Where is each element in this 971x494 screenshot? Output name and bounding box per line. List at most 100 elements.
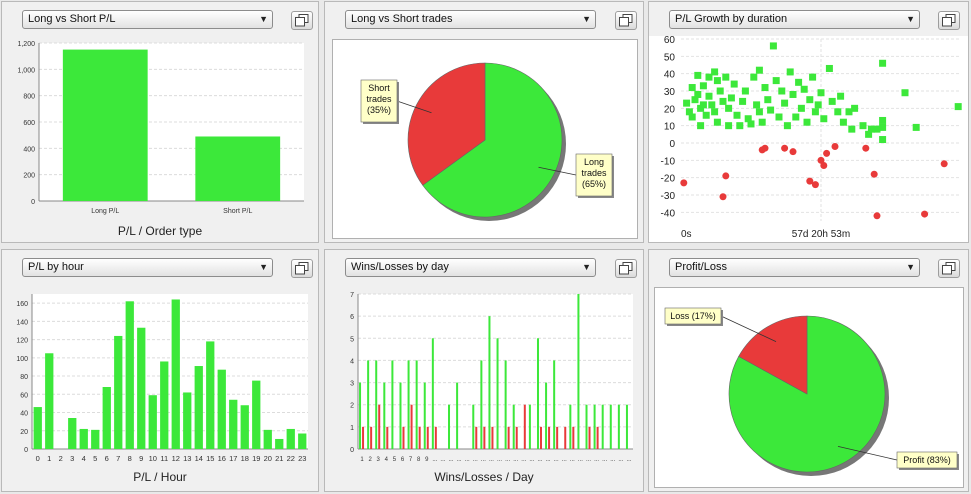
x-tick-label: ...	[497, 457, 502, 463]
win-point	[753, 101, 761, 109]
losses-bar	[410, 404, 413, 449]
x-tick-label: ...	[440, 457, 445, 463]
maximize-button[interactable]	[291, 259, 313, 278]
chart-type-select[interactable]: Wins/Losses by day ▼	[345, 258, 596, 277]
win-point	[828, 97, 836, 105]
maximize-button[interactable]	[615, 11, 637, 30]
wins-bar	[456, 382, 459, 449]
x-tick-label: 5	[93, 454, 97, 463]
x-tick-label: 7	[409, 457, 413, 463]
chart-type-select[interactable]: Long vs Short P/L ▼	[22, 10, 273, 29]
losses-bar	[434, 426, 437, 449]
losses-bar	[539, 426, 542, 449]
x-tick-label: ...	[594, 457, 599, 463]
loss-point	[680, 179, 688, 187]
chevron-down-icon: ▼	[906, 14, 915, 24]
x-tick-label: 9	[425, 457, 429, 463]
win-point	[778, 87, 786, 95]
win-point	[764, 96, 772, 104]
x-tick-label: 18	[241, 454, 249, 463]
y-tick-label: 10	[664, 122, 676, 133]
maximize-button[interactable]	[615, 259, 637, 278]
y-tick-label: 0	[31, 199, 35, 206]
losses-bar	[426, 426, 429, 449]
win-point	[688, 84, 696, 92]
x-tick-label: 1	[47, 454, 51, 463]
win-point	[733, 111, 741, 119]
win-point	[758, 118, 766, 126]
win-point	[837, 92, 845, 100]
label-leader	[720, 315, 777, 342]
x-tick-label: ...	[578, 457, 583, 463]
panel-pl-growth-by-duration: P/L Growth by duration ▼ 60 50 40 30 20 10 0 -1…	[648, 1, 969, 243]
win-point	[865, 130, 873, 138]
loss-point	[823, 149, 831, 157]
loss-point	[831, 142, 839, 150]
chart-type-select[interactable]: P/L Growth by duration ▼	[669, 10, 920, 29]
x-tick-label: 2	[368, 457, 372, 463]
x-tick-label: Long P/L	[91, 208, 119, 215]
maximize-button[interactable]	[938, 259, 960, 278]
losses-bar	[556, 426, 559, 449]
win-point	[859, 122, 867, 130]
y-tick-label: 80	[20, 374, 28, 381]
x-tick-label: ...	[626, 457, 631, 463]
wins-bar	[504, 360, 507, 449]
win-point	[814, 101, 822, 109]
win-point	[755, 66, 763, 74]
bar	[62, 49, 148, 202]
wins-bar	[407, 360, 410, 449]
chart-type-select[interactable]: P/L by hour ▼	[22, 258, 273, 277]
label-leader	[538, 166, 577, 176]
bar	[275, 438, 284, 449]
losses-bar	[418, 426, 421, 449]
wins-bar	[593, 404, 596, 449]
loss-point	[811, 181, 819, 189]
win-point	[879, 59, 887, 67]
maximize-button[interactable]	[291, 11, 313, 30]
loss-point	[862, 144, 870, 152]
maximize-icon	[619, 262, 633, 275]
win-point	[725, 104, 733, 112]
win-point	[750, 73, 758, 81]
bar	[206, 341, 215, 449]
chart-type-select[interactable]: Profit/Loss ▼	[669, 258, 920, 277]
win-point	[699, 82, 707, 90]
losses-bar	[483, 426, 486, 449]
win-point	[694, 90, 702, 98]
y-tick-label: 5	[350, 336, 354, 343]
win-point	[803, 118, 811, 126]
chevron-down-icon: ▼	[259, 14, 268, 24]
maximize-button[interactable]	[938, 11, 960, 30]
win-point	[775, 113, 783, 121]
win-point	[811, 108, 819, 116]
wins-bar	[423, 382, 426, 449]
y-tick-label: 40	[664, 70, 676, 81]
label-box	[664, 307, 722, 325]
win-point	[694, 71, 702, 79]
win-point	[769, 42, 777, 50]
maximize-icon	[295, 262, 309, 275]
chevron-down-icon: ▼	[582, 262, 591, 272]
x-tick-label: 16	[218, 454, 226, 463]
x-tick-label: 10	[149, 454, 157, 463]
x-tick-label: 8	[417, 457, 421, 463]
x-tick-label: 57d 20h 53m	[792, 229, 850, 240]
win-point	[736, 122, 744, 130]
wins-bar	[472, 404, 475, 449]
x-tick-label: ...	[432, 457, 437, 463]
wins-bar	[536, 338, 539, 449]
losses-bar	[402, 426, 405, 449]
x-tick-label: 3	[70, 454, 74, 463]
y-tick-label: 2	[350, 403, 354, 410]
chart-type-select[interactable]: Long vs Short trades ▼	[345, 10, 596, 29]
x-tick-label: ...	[570, 457, 575, 463]
y-tick-label: -10	[661, 156, 676, 167]
maximize-icon	[942, 14, 956, 27]
y-tick-label: 1	[350, 425, 354, 432]
bar	[102, 387, 111, 449]
wins-bar	[528, 404, 531, 449]
wins-bar	[399, 382, 402, 449]
